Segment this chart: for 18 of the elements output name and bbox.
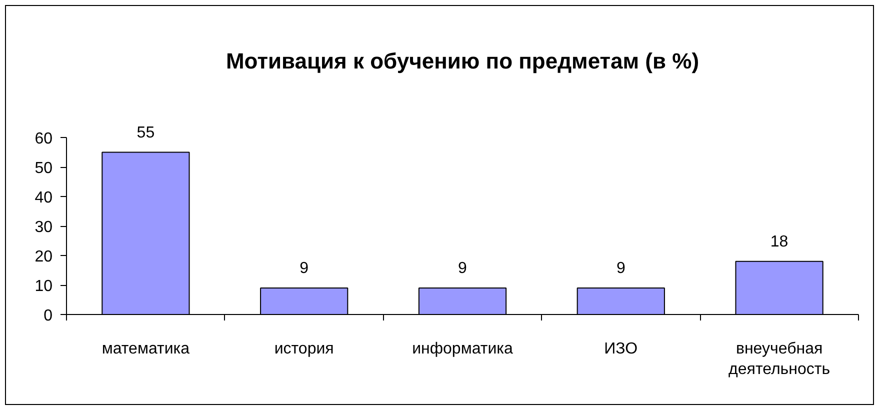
- y-tick-label: 20: [34, 248, 53, 266]
- y-tick-label: 50: [34, 160, 53, 177]
- data-label: 9: [458, 260, 468, 277]
- x-tick-label: информатика: [412, 340, 513, 358]
- data-label: 9: [300, 260, 309, 277]
- y-tick-label: 40: [34, 190, 53, 206]
- data-label: 55: [136, 124, 155, 142]
- data-label: 18: [770, 233, 788, 250]
- x-tick-label: ИЗО: [604, 340, 638, 358]
- x-tick-label: математика: [102, 340, 190, 358]
- x-tick-label: внеучебная деятельность: [728, 340, 830, 378]
- y-tick-label: 30: [34, 219, 53, 236]
- data-label: 9: [616, 260, 626, 277]
- y-tick-label: 0: [44, 308, 53, 324]
- y-tick-label: 60: [34, 130, 53, 148]
- y-tick-label: 10: [34, 278, 53, 295]
- x-tick-label: история: [274, 340, 334, 358]
- chart-title: Мотивация к обучению по предметам (в %): [226, 48, 700, 74]
